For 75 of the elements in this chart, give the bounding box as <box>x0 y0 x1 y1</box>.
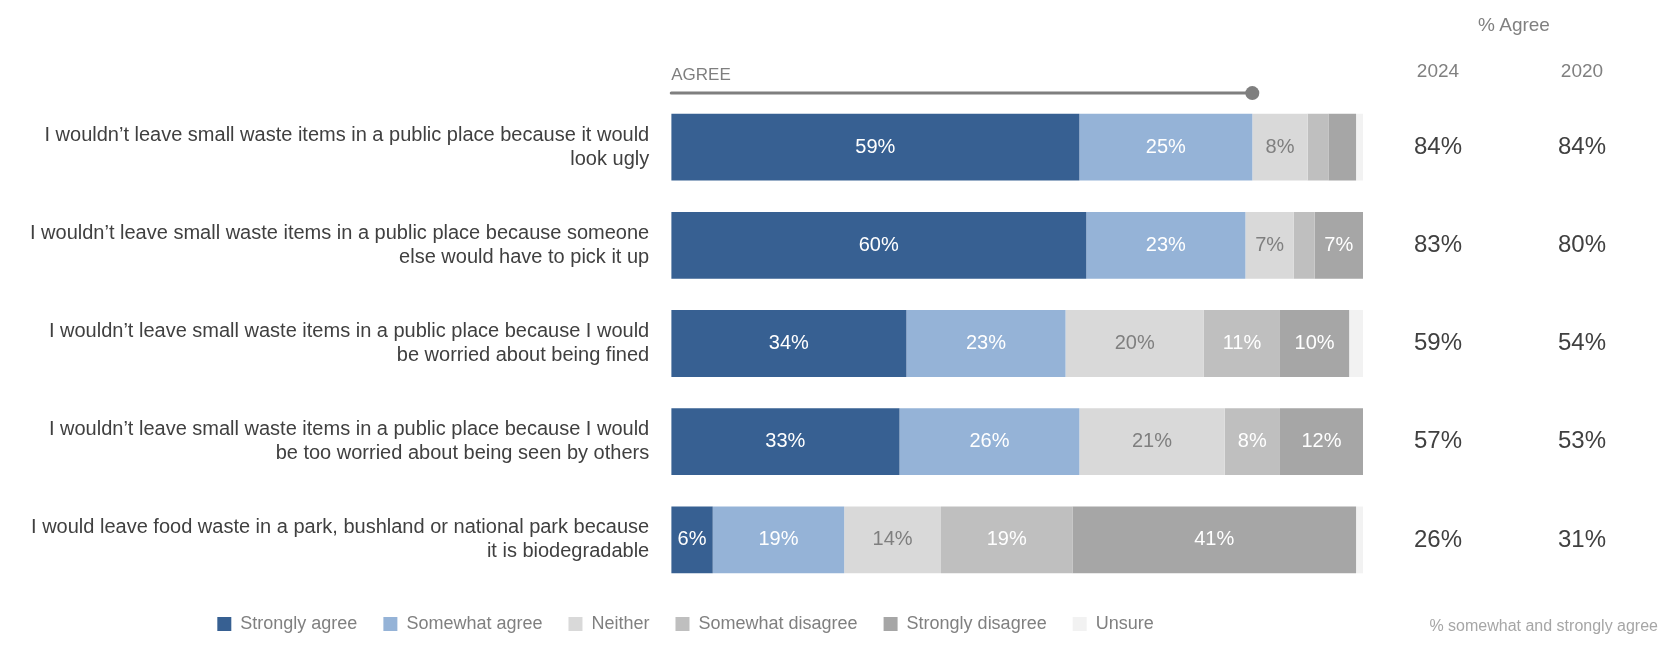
text: 83% <box>1413 229 1463 257</box>
bar <box>1065 310 1204 377</box>
data-label: 25% <box>1145 134 1187 157</box>
data-label: 6% <box>677 527 707 550</box>
data-label: 34% <box>768 331 810 354</box>
bar <box>1079 113 1253 181</box>
data-label: 19% <box>986 527 1027 550</box>
bar <box>1307 113 1329 181</box>
text: 31% <box>1557 524 1607 552</box>
text: 57% <box>1413 426 1463 454</box>
bar <box>1293 211 1315 279</box>
data-label: 19% <box>758 527 799 550</box>
y-tick-label: I wouldn’t leave small waste items in a public place because it would look ugly <box>44 122 650 169</box>
bar <box>1328 113 1357 181</box>
legend-label: Somewhat agree <box>406 612 543 633</box>
y-tick-label: I wouldn’t leave small waste items in a public place because someone else would have to pick it up <box>30 220 650 267</box>
text: 2024 <box>1416 60 1460 82</box>
data-label: 21% <box>1131 429 1173 452</box>
data-label: 41% <box>1194 527 1235 550</box>
bar <box>1086 211 1246 279</box>
data-label: 60% <box>858 232 899 255</box>
text: % somewhat and strongly agree <box>1429 617 1659 635</box>
data-label: 20% <box>1114 331 1155 354</box>
legend-label: Unsure <box>1095 612 1154 633</box>
data-label: 14% <box>872 527 913 550</box>
text: 53% <box>1557 426 1607 454</box>
bar <box>844 506 942 574</box>
text: 84% <box>1557 131 1607 159</box>
data-label: 33% <box>765 429 806 452</box>
bar <box>1279 310 1350 377</box>
data-label: 23% <box>1145 232 1187 255</box>
text: % Agree <box>1478 14 1550 36</box>
data-label: 11% <box>1222 331 1262 354</box>
bar <box>906 310 1066 377</box>
y-tick-label: I wouldn’t leave small waste items in a public place because I would be too worried about being seen by others <box>48 417 650 464</box>
text: 54% <box>1557 328 1607 356</box>
bar <box>671 408 900 476</box>
text: AGREE <box>671 64 731 84</box>
bar <box>671 310 907 377</box>
text: 2020 <box>1560 60 1604 82</box>
text: 59% <box>1413 328 1463 356</box>
bar <box>1314 211 1363 279</box>
bar <box>1349 310 1363 377</box>
bar <box>671 211 1087 279</box>
legend-label: Strongly disagree <box>906 612 1047 633</box>
bar <box>1203 310 1280 377</box>
bar <box>712 506 845 574</box>
y-tick-label: I wouldn’t leave small waste items in a public place because I would be worried about being fined <box>48 319 650 366</box>
data-label: 26% <box>969 429 1010 452</box>
bar <box>671 113 1080 181</box>
data-label: 8% <box>1237 429 1267 452</box>
bar <box>1072 506 1357 574</box>
bar <box>941 506 1073 574</box>
data-label: 23% <box>965 331 1007 354</box>
bar <box>1079 408 1225 476</box>
bar <box>1356 506 1363 574</box>
bar <box>899 408 1080 476</box>
data-label: 7% <box>1324 232 1354 255</box>
bar <box>1245 211 1294 279</box>
data-label: 10% <box>1294 331 1335 354</box>
legend-label: Neither <box>591 612 650 633</box>
data-label: 12% <box>1301 429 1342 452</box>
y-tick-label: I would leave food waste in a park, bushland or national park because it is biodegradable <box>31 515 650 562</box>
data-label: 59% <box>855 134 896 157</box>
bar <box>1224 408 1280 476</box>
bar <box>1279 408 1363 476</box>
text: 80% <box>1557 229 1607 257</box>
text: 26% <box>1413 524 1463 552</box>
legend-label: Strongly agree <box>240 612 358 633</box>
bar <box>1356 113 1363 181</box>
bar <box>1252 113 1308 181</box>
data-label: 8% <box>1265 134 1295 157</box>
data-label: 7% <box>1255 232 1285 255</box>
legend-label: Somewhat disagree <box>698 612 858 633</box>
text: 84% <box>1413 131 1463 159</box>
